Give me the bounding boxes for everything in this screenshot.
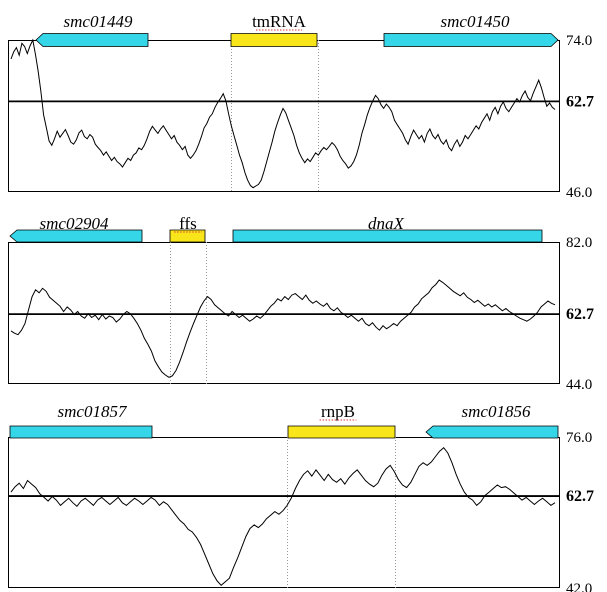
y-min-label: 42.0 xyxy=(566,581,592,592)
gene-block-tmRNA xyxy=(230,33,318,47)
gene-block-smc01450 xyxy=(383,33,559,47)
gene-block-smc01856 xyxy=(425,425,559,439)
gene-label-smc02904: smc02904 xyxy=(40,214,109,233)
gc-content-trace xyxy=(10,446,556,586)
panel-3: smc01857 rnpB smc01856 76.0 62.7 42.0 xyxy=(8,402,594,592)
gc-content-trace xyxy=(10,38,556,189)
gene-block-smc01449 xyxy=(35,33,149,47)
y-min-label: 44.0 xyxy=(566,377,592,393)
panel-2: smc02904 ffs dnaX 82.0 62.7 44.0 xyxy=(8,214,594,393)
y-threshold-label: 62.7 xyxy=(566,488,594,505)
y-min-label: 46.0 xyxy=(566,185,592,201)
gene-label-dnaX: dnaX xyxy=(368,214,405,233)
gene-label-rnpB: rnpB xyxy=(321,402,355,421)
gene-label-ffs: ffs xyxy=(179,214,197,233)
gene-label-smc01857: smc01857 xyxy=(58,402,128,421)
plot-frame xyxy=(8,40,560,192)
gene-block-smc01857 xyxy=(9,425,153,439)
gene-block-smc02904 xyxy=(9,229,143,243)
plot-frame xyxy=(8,242,560,384)
gene-block-ffs xyxy=(169,229,206,243)
gene-block-dnaX xyxy=(232,229,543,243)
gene-label-smc01856: smc01856 xyxy=(462,402,531,421)
gene-label-tmRNA: tmRNA xyxy=(252,12,307,31)
plot-frame xyxy=(8,437,560,588)
y-max-label: 82.0 xyxy=(566,235,592,251)
gene-label-smc01450: smc01450 xyxy=(441,12,510,31)
panel-1: smc01449 tmRNA smc01450 74.0 62.7 46.0 xyxy=(8,12,594,201)
gc-content-trace xyxy=(10,279,556,378)
y-max-label: 74.0 xyxy=(566,33,592,49)
y-threshold-label: 62.7 xyxy=(566,306,594,323)
y-max-label: 76.0 xyxy=(566,430,592,446)
gene-block-rnpB xyxy=(287,425,396,439)
gene-label-smc01449: smc01449 xyxy=(64,12,133,31)
y-threshold-label: 62.7 xyxy=(566,93,594,110)
